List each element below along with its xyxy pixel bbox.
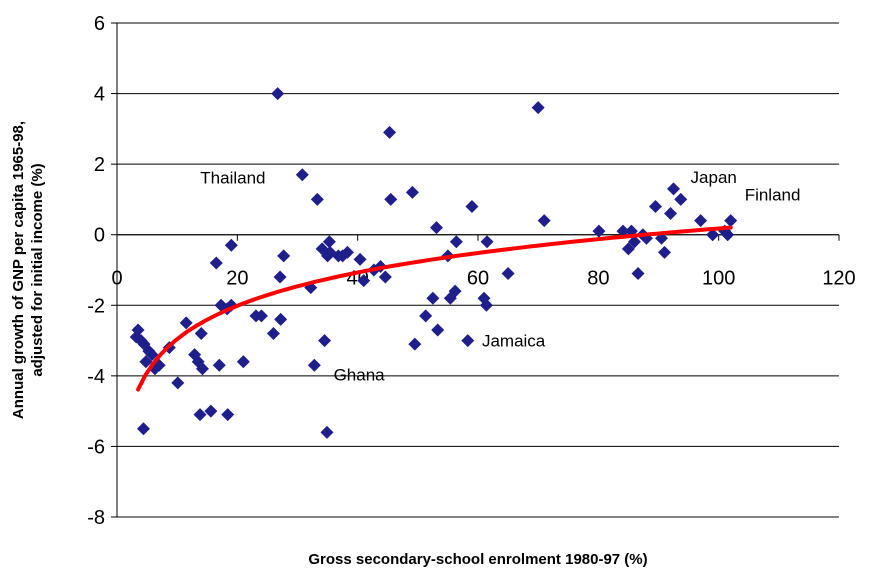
x-tick-label: 100: [702, 268, 735, 290]
data-point: [384, 192, 398, 206]
data-point: [139, 355, 153, 369]
data-point: [194, 327, 208, 341]
data-point: [706, 228, 720, 242]
data-point: [378, 270, 392, 284]
annotation-finland: Finland: [745, 186, 801, 205]
data-point: [616, 224, 630, 238]
data-point: [277, 249, 291, 263]
data-point: [724, 214, 738, 228]
y-tick-label: -4: [87, 366, 105, 388]
data-point: [694, 214, 708, 228]
annotation-thailand: Thailand: [200, 169, 265, 188]
data-point: [648, 199, 662, 213]
data-point: [461, 334, 475, 348]
data-point: [204, 404, 218, 418]
data-point: [501, 267, 515, 281]
data-point: [221, 408, 235, 422]
y-tick-label: -2: [87, 295, 105, 317]
data-point: [212, 358, 226, 372]
data-point: [537, 214, 551, 228]
annotation-ghana: Ghana: [334, 366, 386, 385]
data-point: [307, 358, 321, 372]
plot-area: [117, 23, 839, 517]
x-tick-label: 0: [111, 268, 122, 290]
y-tick-label: 0: [94, 225, 105, 247]
data-point: [136, 422, 150, 436]
data-point: [448, 284, 462, 298]
data-point: [465, 199, 479, 213]
data-point: [426, 291, 440, 305]
data-point: [266, 327, 280, 341]
annotations: Thailand Japan Finland Ghana Jamaica: [200, 168, 800, 385]
data-point: [224, 238, 238, 252]
data-point: [271, 87, 285, 101]
data-point: [592, 224, 606, 238]
data-point: [171, 376, 185, 390]
data-point: [664, 207, 678, 221]
data-point: [621, 242, 635, 256]
data-point: [274, 312, 288, 326]
data-point: [631, 267, 645, 281]
data-point: [627, 235, 641, 249]
data-point: [480, 235, 494, 249]
data-point: [254, 309, 268, 323]
data-point: [658, 245, 672, 259]
data-point: [273, 270, 287, 284]
data-point: [353, 252, 367, 266]
y-tick-labels: -8 -6 -4 -2 0 2 4 6: [87, 13, 105, 529]
data-point: [357, 274, 371, 288]
data-point: [322, 235, 336, 249]
x-axis-title: Gross secondary-school enrolment 1980-97…: [308, 551, 647, 568]
data-point: [449, 235, 463, 249]
data-point: [145, 348, 159, 362]
data-point: [431, 323, 445, 337]
y-axis-title-line-1: Annual growth of GNP per capita 1965-98,: [10, 121, 27, 419]
data-point: [408, 337, 422, 351]
annotation-japan: Japan: [691, 168, 737, 187]
data-point: [179, 316, 193, 330]
data-point: [193, 408, 207, 422]
x-tick-label: 60: [467, 268, 489, 290]
data-point: [320, 425, 334, 439]
data-point: [419, 309, 433, 323]
y-tick-label: -6: [87, 436, 105, 458]
y-tick-label: 2: [94, 154, 105, 176]
x-tick-label: 80: [587, 268, 609, 290]
y-tick-label: -8: [87, 507, 105, 529]
y-tick-label: 6: [94, 13, 105, 35]
data-point: [295, 168, 309, 182]
data-point: [667, 182, 681, 196]
y-tick-label: 4: [94, 84, 105, 106]
data-point: [429, 221, 443, 235]
y-axis-title: Annual growth of GNP per capita 1965-98,…: [10, 121, 46, 419]
data-point: [479, 298, 493, 312]
annotation-jamaica: Jamaica: [482, 332, 546, 351]
data-point: [195, 362, 209, 376]
data-point: [531, 101, 545, 115]
data-point: [318, 334, 332, 348]
data-point: [340, 245, 354, 259]
data-point: [236, 355, 250, 369]
data-point: [721, 228, 735, 242]
data-point: [674, 192, 688, 206]
data-point: [405, 185, 419, 199]
x-tick-label: 120: [822, 268, 855, 290]
x-tick-label: 20: [226, 268, 248, 290]
data-point: [209, 256, 223, 270]
y-axis-title-line-2: adjusted for initial income (%): [29, 163, 46, 376]
data-point: [310, 192, 324, 206]
data-point: [383, 125, 397, 139]
trend-line: [136, 225, 733, 392]
